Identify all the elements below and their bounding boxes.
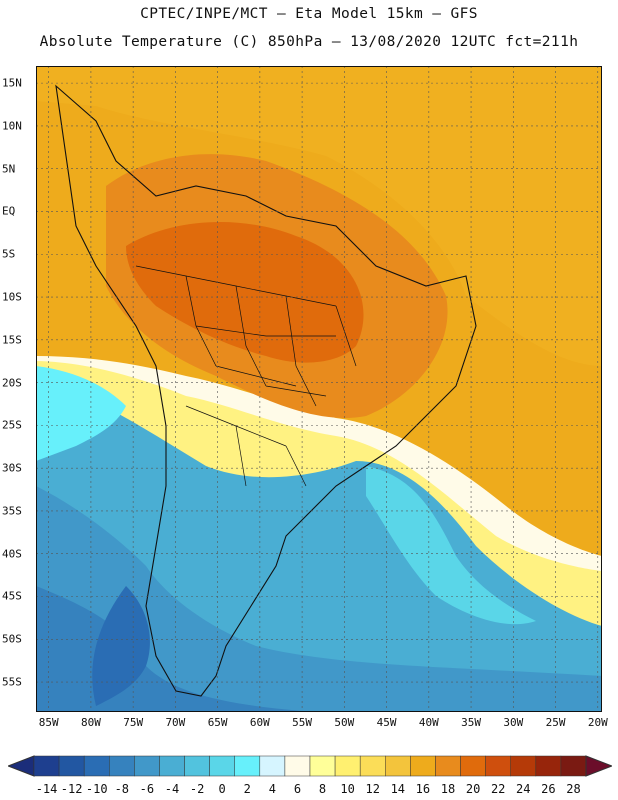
- colorbar-tick: 22: [490, 782, 506, 796]
- region-south-pacific-cold: [36, 486, 602, 712]
- colorbar-swatch: [58, 755, 85, 777]
- lat-tick-label: 30S: [2, 461, 22, 475]
- colorbar-swatch: [33, 755, 60, 777]
- temperature-map: [36, 66, 602, 712]
- colorbar-tick: 2: [243, 782, 251, 796]
- colorbar-tick: 6: [293, 782, 302, 796]
- lat-tick-label: 35S: [2, 504, 22, 518]
- colorbar-swatch: [334, 755, 361, 777]
- lon-tick-label: 20W: [587, 716, 608, 729]
- region-patagonia-cold: [92, 586, 150, 706]
- colorbar-tick: -2: [189, 782, 205, 796]
- lat-tick-label: 20S: [2, 376, 22, 390]
- lon-tick-label: 85W: [38, 716, 59, 729]
- lat-tick-label: 50S: [2, 632, 22, 646]
- colorbar-tick: 14: [390, 782, 406, 796]
- colorbar-tick: -14: [35, 782, 58, 796]
- lon-tick-label: 80W: [80, 716, 101, 729]
- colorbar-max-arrow: [585, 755, 612, 777]
- colorbar-swatch: [109, 755, 135, 777]
- lon-tick-label: 45W: [376, 716, 397, 729]
- lat-lon-gridlines: [36, 66, 602, 712]
- lon-tick-label: 65W: [207, 716, 228, 729]
- colorbar-swatch: [309, 755, 336, 777]
- lat-tick-label: 5N: [2, 162, 16, 176]
- lat-tick-label: 5S: [2, 247, 16, 261]
- colorbar-tick: -4: [164, 782, 180, 796]
- colorbar-swatch: [435, 755, 461, 777]
- colorbar-swatch: [234, 755, 261, 777]
- lat-tick-label: 40S: [2, 547, 22, 561]
- colorbar-tick: 10: [340, 782, 355, 796]
- colorbar-tick: 0: [218, 782, 226, 796]
- colorbar-swatch: [385, 755, 411, 777]
- lon-tick-label: 25W: [545, 716, 566, 729]
- colorbar-swatch: [159, 755, 185, 777]
- colorbar-tick: 4: [268, 782, 276, 796]
- colorbar-tick: 8: [318, 782, 327, 796]
- lat-tick-label: EQ: [2, 204, 16, 218]
- colorbar-tick: -10: [85, 782, 108, 796]
- south-america-coastline: [55, 84, 477, 697]
- lon-tick-label: 55W: [292, 716, 313, 729]
- colorbar-tick: 18: [440, 782, 456, 796]
- region-central-brazil-hottest: [126, 222, 364, 363]
- country-borders: [135, 265, 357, 487]
- lon-tick-label: 70W: [165, 716, 186, 729]
- colorbar-swatch: [359, 755, 386, 777]
- colorbar-swatch: [485, 755, 511, 777]
- colorbar-swatch: [284, 755, 311, 777]
- colorbar-swatch: [410, 755, 436, 777]
- colorbar-tick: 26: [541, 782, 556, 796]
- lon-tick-label: 50W: [334, 716, 355, 729]
- colorbar-swatch: [134, 755, 160, 777]
- lat-tick-label: 10N: [2, 119, 22, 133]
- lat-tick-label: 45S: [2, 589, 22, 603]
- map-border: [36, 66, 602, 712]
- colorbar-tick: 12: [365, 782, 380, 796]
- lon-tick-label: 60W: [249, 716, 270, 729]
- region-north-warm-ocean: [36, 66, 602, 366]
- colorbar-tick: -8: [114, 782, 130, 796]
- region-atlantic-cyan-tongue: [366, 466, 536, 625]
- lat-tick-label: 15N: [2, 76, 22, 90]
- colorbar-swatch: [560, 755, 587, 777]
- lon-tick-label: 30W: [503, 716, 524, 729]
- map-title: CPTEC/INPE/MCT – Eta Model 15km – GFS: [140, 6, 478, 22]
- lat-tick-label: 15S: [2, 333, 22, 347]
- region-pacific-cyan-tongue: [36, 366, 126, 461]
- temperature-colorbar: [8, 755, 612, 777]
- colorbar-tick: 16: [415, 782, 431, 796]
- colorbar-swatch: [510, 755, 537, 777]
- lon-tick-label: 35W: [461, 716, 481, 729]
- colorbar-swatch: [184, 755, 210, 777]
- lat-tick-label: 25S: [2, 418, 22, 432]
- colorbar-tick: -6: [139, 782, 155, 796]
- colorbar-swatch: [259, 755, 286, 777]
- lon-tick-label: 40W: [418, 716, 439, 729]
- lon-tick-label: 75W: [123, 716, 144, 729]
- lat-tick-label: 55S: [2, 675, 22, 689]
- colorbar-tick: -12: [60, 782, 83, 796]
- colorbar-tick: 24: [516, 782, 531, 796]
- lat-tick-label: 10S: [2, 290, 22, 304]
- colorbar-swatch: [535, 755, 562, 777]
- colorbar-min-arrow: [8, 755, 35, 777]
- colorbar-swatch: [209, 755, 235, 777]
- colorbar-swatch: [83, 755, 110, 777]
- map-subtitle: Absolute Temperature (C) 850hPa – 13/08/…: [39, 34, 579, 50]
- colorbar-tick: 20: [465, 782, 481, 796]
- colorbar-tick: 28: [566, 782, 581, 796]
- colorbar-swatch: [460, 755, 486, 777]
